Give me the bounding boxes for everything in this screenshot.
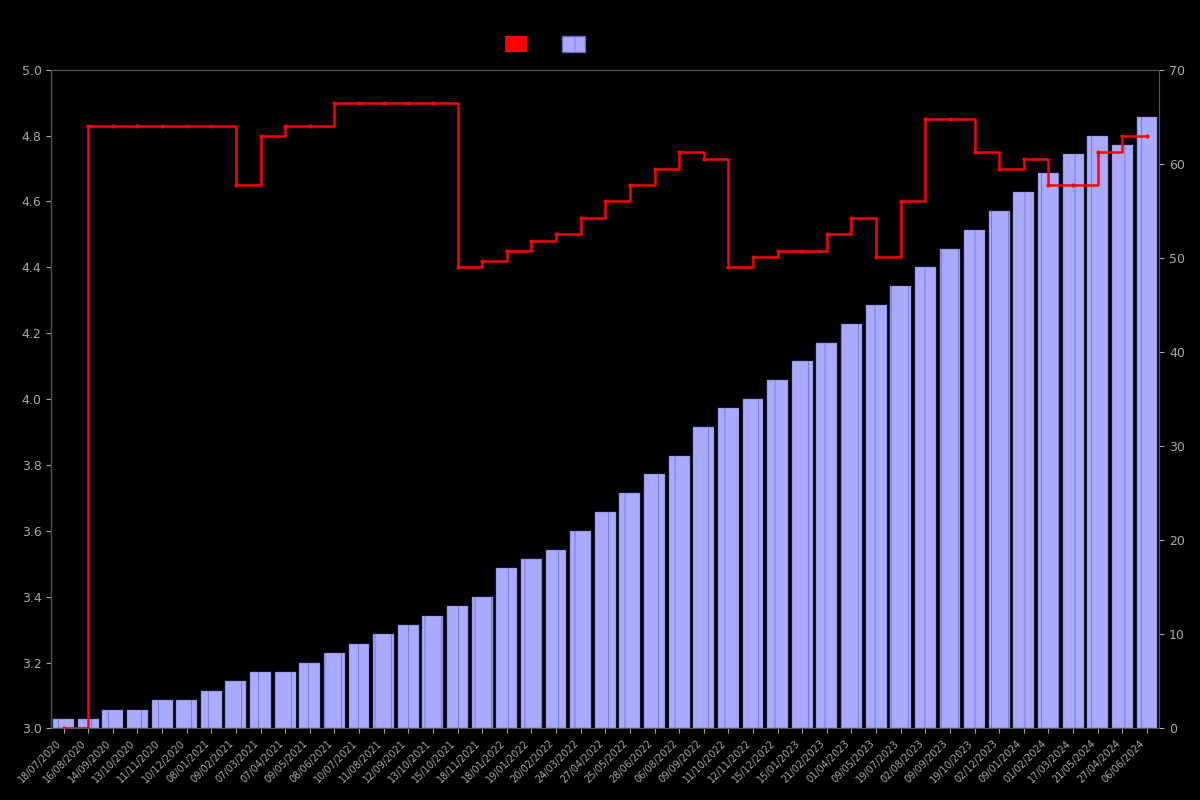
Bar	[668, 455, 690, 729]
Bar	[521, 559, 542, 729]
Bar	[472, 597, 493, 729]
Bar	[151, 700, 173, 729]
Bar	[373, 634, 394, 729]
Bar	[1038, 174, 1058, 729]
Bar	[914, 267, 936, 729]
Bar	[816, 342, 838, 729]
Bar	[448, 606, 468, 729]
Bar	[1112, 145, 1133, 729]
Bar	[1136, 117, 1158, 729]
Legend: , : ,	[505, 37, 595, 52]
Bar	[324, 653, 344, 729]
Bar	[743, 399, 763, 729]
Bar	[299, 662, 320, 729]
Bar	[127, 710, 148, 729]
Bar	[644, 474, 665, 729]
Bar	[694, 427, 714, 729]
Bar	[226, 682, 246, 729]
Bar	[964, 230, 985, 729]
Bar	[250, 672, 271, 729]
Bar	[422, 615, 443, 729]
Bar	[497, 569, 517, 729]
Bar	[102, 710, 124, 729]
Bar	[865, 305, 887, 729]
Bar	[718, 409, 739, 729]
Bar	[619, 493, 641, 729]
Bar	[546, 550, 566, 729]
Bar	[1063, 154, 1084, 729]
Bar	[53, 719, 74, 729]
Bar	[200, 690, 222, 729]
Bar	[890, 286, 911, 729]
Bar	[570, 531, 592, 729]
Bar	[767, 380, 788, 729]
Bar	[595, 512, 616, 729]
Bar	[78, 719, 98, 729]
Bar	[348, 644, 370, 729]
Bar	[940, 249, 960, 729]
Bar	[989, 211, 1009, 729]
Bar	[1013, 192, 1034, 729]
Bar	[176, 700, 197, 729]
Bar	[398, 625, 419, 729]
Bar	[1087, 135, 1108, 729]
Bar	[275, 672, 295, 729]
Bar	[841, 324, 862, 729]
Bar	[792, 362, 812, 729]
